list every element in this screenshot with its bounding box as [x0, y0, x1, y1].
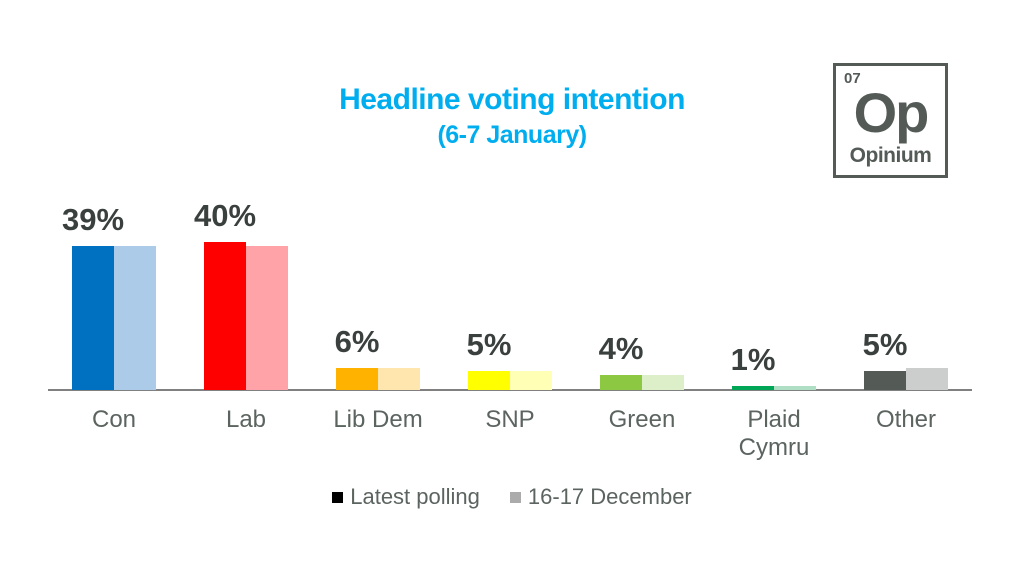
value-label-con: 39% [61, 202, 125, 237]
axis-label-snp: SNP [485, 406, 535, 433]
x-axis-line [48, 389, 972, 391]
bar-december-lab [246, 246, 288, 390]
legend-label-december: 16-17 December [527, 484, 692, 509]
value-label-lab: 40% [193, 198, 257, 233]
bar-latest-lib-dem [336, 368, 378, 390]
bar-group-other [864, 368, 948, 390]
bar-december-snp [510, 371, 552, 390]
legend-item-december: 16-17 December [509, 484, 692, 510]
logo-symbol: Op [853, 81, 930, 144]
bar-december-lib-dem [378, 368, 420, 390]
bar-group-snp [468, 371, 552, 390]
legend-swatch-december [509, 491, 521, 503]
axis-label-other: Other [875, 406, 937, 433]
legend-label-latest: Latest polling [350, 484, 480, 509]
bar-group-plaid-cymru [732, 386, 816, 390]
bar-latest-snp [468, 371, 510, 390]
bar-latest-plaid-cymru [732, 386, 774, 390]
bar-group-lib-dem [336, 368, 420, 390]
axis-label-lib-dem: Lib Dem [333, 406, 423, 433]
value-label-other: 5% [862, 327, 908, 362]
value-label-snp: 5% [466, 327, 512, 362]
bar-december-green [642, 375, 684, 390]
bar-december-con [114, 246, 156, 390]
bar-latest-lab [204, 242, 246, 390]
legend-item-latest: Latest polling [332, 484, 480, 510]
bar-latest-other [864, 371, 906, 390]
axis-label-lab: Lab [225, 406, 267, 433]
bar-group-con [72, 246, 156, 390]
axis-label-con: Con [91, 406, 137, 433]
opinium-logo: 07 Op Opinium [833, 63, 948, 178]
bar-december-plaid-cymru [774, 386, 816, 390]
bar-december-other [906, 368, 948, 390]
legend: Latest polling 16-17 December [0, 484, 1024, 510]
logo-name: Opinium [849, 144, 932, 167]
bar-latest-green [600, 375, 642, 390]
bar-group-lab [204, 242, 288, 390]
page-title: Headline voting intention [339, 83, 685, 116]
chart-title-block: Headline voting intention (6-7 January) [0, 83, 1024, 150]
value-label-plaid-cymru: 1% [730, 342, 776, 377]
logo-element-number: 07 [844, 70, 861, 87]
value-label-green: 4% [598, 331, 644, 366]
page-subtitle: (6-7 January) [437, 121, 587, 149]
axis-label-plaid-cymru: Plaid Cymru [738, 406, 810, 462]
legend-swatch-latest [332, 491, 344, 503]
bar-latest-con [72, 246, 114, 390]
axis-label-green: Green [608, 406, 676, 433]
value-label-lib-dem: 6% [334, 324, 380, 359]
bar-group-green [600, 375, 684, 390]
